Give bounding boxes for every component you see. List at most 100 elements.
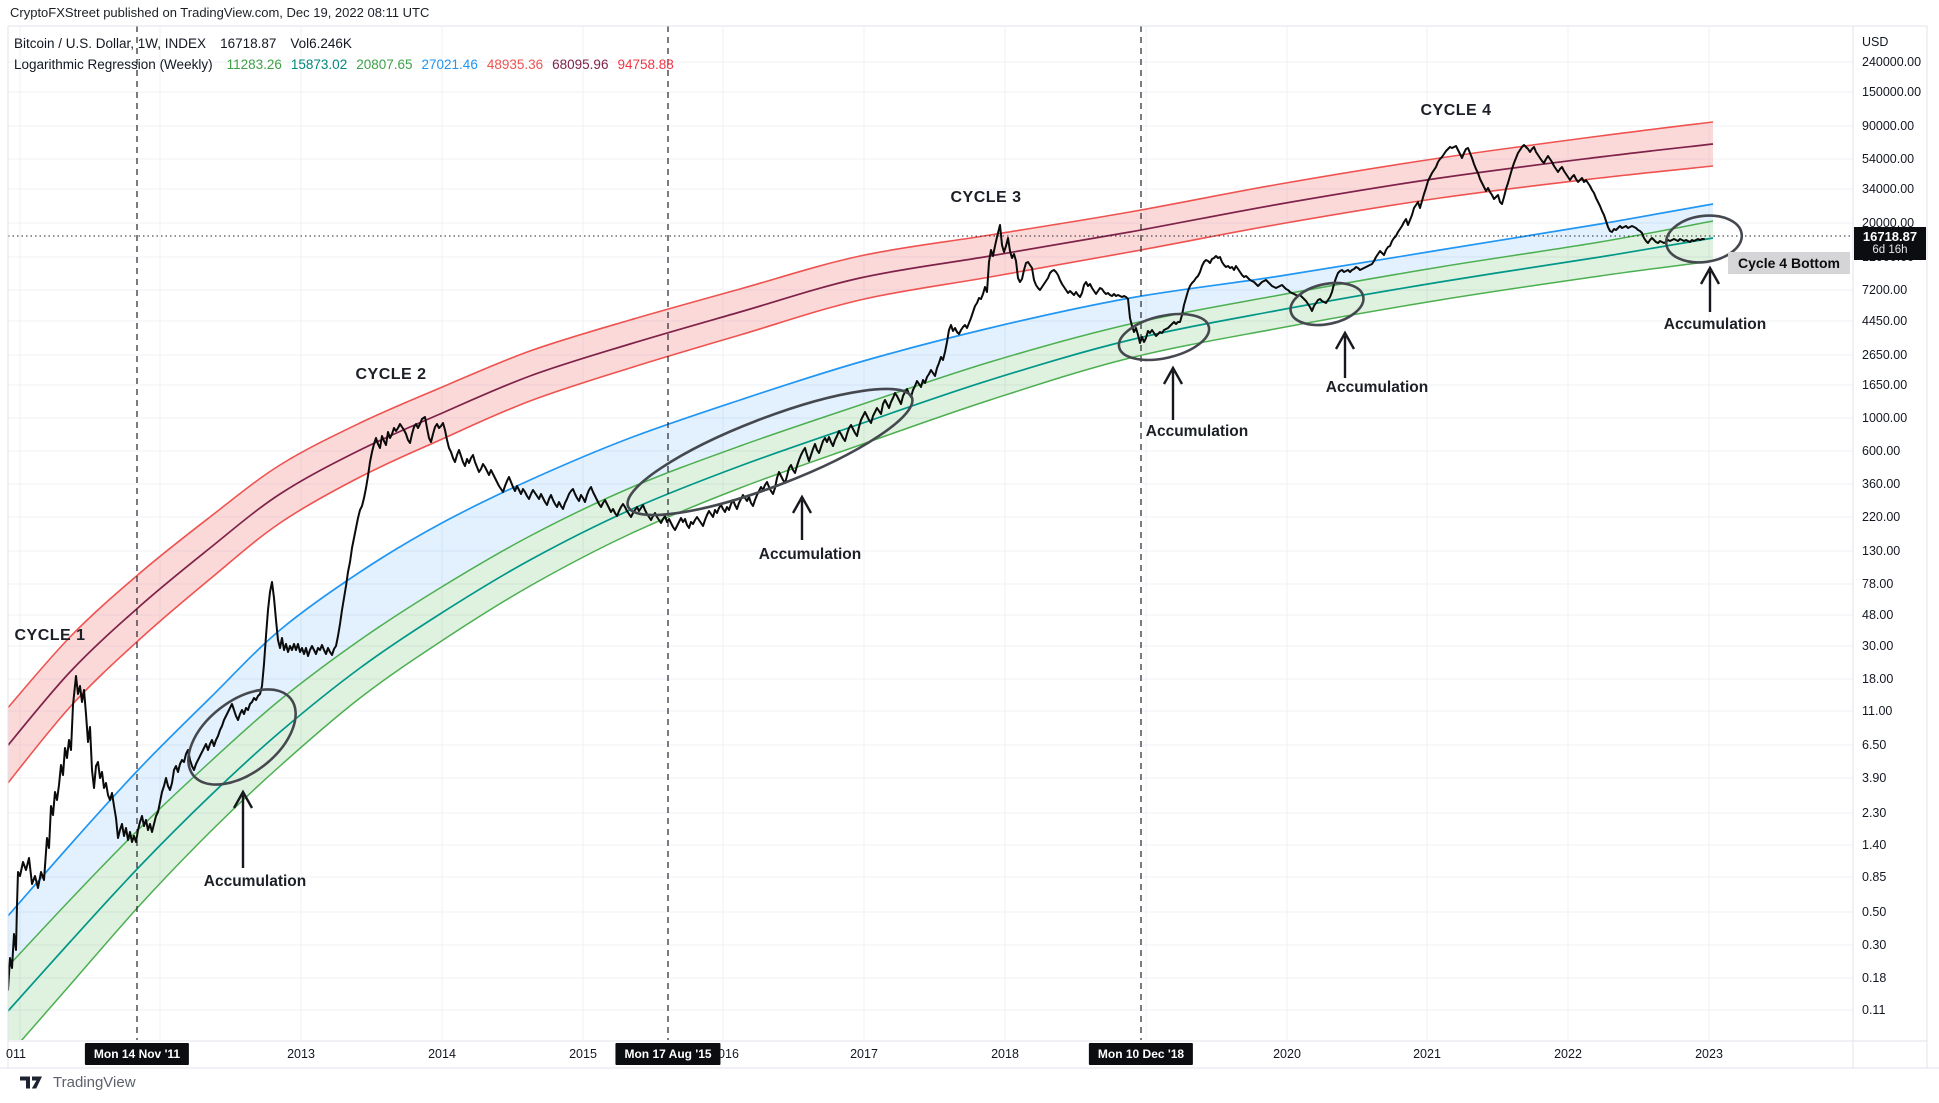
price-tick-label: 18.00 bbox=[1862, 672, 1894, 686]
green-band-top-line bbox=[8, 220, 1714, 968]
cycle-start-date-badge[interactable]: Mon 17 Aug '15 bbox=[615, 1043, 721, 1065]
green-band-fill bbox=[8, 221, 1713, 1040]
price-tick-label: 150000.00 bbox=[1862, 85, 1922, 99]
year-tick-label: 2018 bbox=[991, 1047, 1019, 1061]
price-tick-label: 360.00 bbox=[1862, 477, 1901, 491]
accumulation-label[interactable]: Accumulation bbox=[1325, 379, 1429, 396]
red-band-top-line bbox=[8, 121, 1714, 709]
price-tick-label: 0.11 bbox=[1862, 1003, 1886, 1017]
accumulation-label[interactable]: Accumulation bbox=[1145, 423, 1249, 440]
price-tick-label: 6.50 bbox=[1862, 738, 1887, 752]
price-tick-label: 4450.00 bbox=[1862, 314, 1908, 328]
last-price: 16718.87 bbox=[220, 36, 277, 51]
red-band-mid-line bbox=[8, 143, 1714, 747]
accumulation-arrow-head bbox=[1334, 330, 1356, 350]
price-tick-label: 3.90 bbox=[1862, 771, 1887, 785]
price-tick-label: 2650.00 bbox=[1862, 348, 1908, 362]
price-tick-label: 0.50 bbox=[1862, 905, 1887, 919]
volume-value: Vol6.246K bbox=[290, 36, 352, 51]
price-tick-label: 600.00 bbox=[1862, 444, 1901, 458]
drawing-annotations[interactable] bbox=[171, 211, 1745, 868]
accumulation-ellipse[interactable] bbox=[616, 366, 924, 538]
year-tick-label: 2013 bbox=[287, 1047, 315, 1061]
price-tick-label: 11.00 bbox=[1862, 704, 1893, 718]
plot-area[interactable] bbox=[0, 26, 1853, 1065]
accumulation-ellipse[interactable] bbox=[1287, 277, 1368, 332]
red-band-fill bbox=[8, 122, 1713, 783]
price-tick-label: 30.00 bbox=[1862, 639, 1894, 653]
year-tick-label: 2014 bbox=[428, 1047, 456, 1061]
indicator-value: 15873.02 bbox=[290, 57, 348, 72]
indicator-value: 20807.65 bbox=[356, 57, 413, 72]
green-band-mid-line bbox=[8, 237, 1714, 1013]
price-line-series bbox=[8, 144, 1705, 991]
year-tick-label: 2023 bbox=[1695, 1047, 1723, 1061]
cycle4-bottom-label[interactable]: Cycle 4 Bottom bbox=[1728, 252, 1850, 274]
indicator-value: 11283.26 bbox=[226, 57, 282, 72]
price-tick-label: 78.00 bbox=[1862, 577, 1894, 591]
cycle-label[interactable]: CYCLE 4 bbox=[1420, 102, 1492, 119]
indicator-value: 94758.88 bbox=[617, 57, 674, 72]
accumulation-ellipse[interactable] bbox=[1663, 211, 1745, 267]
cycle-label[interactable]: CYCLE 1 bbox=[14, 627, 86, 644]
year-tick-label: 2020 bbox=[1273, 1047, 1301, 1061]
indicator-title[interactable]: Logarithmic Regression (Weekly) bbox=[14, 57, 213, 72]
accumulation-label[interactable]: Accumulation bbox=[1663, 316, 1767, 333]
price-tick-label: 240000.00 bbox=[1862, 55, 1922, 69]
year-tick-label: 2022 bbox=[1554, 1047, 1582, 1061]
accumulation-arrow-head bbox=[232, 789, 254, 809]
price-tick-label: 34000.00 bbox=[1862, 182, 1915, 196]
blue-band-fill bbox=[8, 204, 1713, 967]
price-tick-label: 220.00 bbox=[1862, 510, 1901, 524]
year-tick-label: 2015 bbox=[569, 1047, 597, 1061]
price-tick-label: 130.00 bbox=[1862, 544, 1901, 558]
year-tick-label: 011 bbox=[6, 1047, 26, 1061]
accumulation-label[interactable]: Accumulation bbox=[758, 546, 862, 563]
published-attribution: CryptoFXStreet published on TradingView.… bbox=[10, 5, 430, 20]
price-tick-label: 48.00 bbox=[1862, 608, 1894, 622]
cycle-start-date-badge[interactable]: Mon 14 Nov '11 bbox=[84, 1043, 190, 1065]
cycle-label[interactable]: CYCLE 3 bbox=[950, 189, 1022, 206]
indicator-value: 48935.36 bbox=[486, 57, 544, 72]
footer-branding[interactable]: TradingView bbox=[20, 1074, 136, 1091]
accumulation-arrow-head bbox=[1162, 365, 1184, 385]
legend[interactable]: Bitcoin / U.S. Dollar, 1W, INDEX 16718.87… bbox=[14, 33, 683, 75]
price-tick-label: 1650.00 bbox=[1862, 378, 1908, 392]
legend-symbol-row[interactable]: Bitcoin / U.S. Dollar, 1W, INDEX 16718.87… bbox=[14, 33, 683, 54]
last-price-badge[interactable]: 16718.87 6d 16h bbox=[1854, 227, 1926, 260]
year-tick-label: 2021 bbox=[1413, 1047, 1441, 1061]
indicator-value: 68095.96 bbox=[552, 57, 609, 72]
price-tick-label: 1.40 bbox=[1862, 838, 1887, 852]
bar-countdown: 6d 16h bbox=[1872, 244, 1908, 256]
accumulation-label[interactable]: Accumulation bbox=[203, 873, 307, 890]
price-tick-label: 7200.00 bbox=[1862, 283, 1908, 297]
tradingview-brand-text: TradingView bbox=[53, 1074, 136, 1091]
year-tick-label: 2017 bbox=[850, 1047, 878, 1061]
price-tick-label: 0.18 bbox=[1862, 971, 1887, 985]
symbol-title[interactable]: Bitcoin / U.S. Dollar, 1W, INDEX bbox=[14, 36, 207, 51]
accumulation-ellipse[interactable] bbox=[171, 670, 313, 803]
cycle-label[interactable]: CYCLE 2 bbox=[355, 366, 427, 383]
price-tick-label: 54000.00 bbox=[1862, 152, 1915, 166]
accumulation-arrow-head bbox=[1699, 265, 1721, 285]
price-tick-label: 0.30 bbox=[1862, 938, 1887, 952]
legend-indicator-row[interactable]: Logarithmic Regression (Weekly) 11283.26 1… bbox=[14, 54, 683, 75]
indicator-value: 27021.46 bbox=[421, 57, 478, 72]
tradingview-logo-icon bbox=[20, 1076, 42, 1088]
cycle-start-date-badge[interactable]: Mon 10 Dec '18 bbox=[1088, 1043, 1194, 1065]
accumulation-arrow-head bbox=[791, 494, 813, 514]
last-price-value: 16718.87 bbox=[1862, 229, 1918, 244]
blue-band-top-line bbox=[8, 203, 1714, 918]
price-tick-label: 90000.00 bbox=[1862, 119, 1915, 133]
gridlines bbox=[8, 26, 1853, 1040]
accumulation-ellipse[interactable] bbox=[1114, 306, 1213, 368]
red-band-bottom-line bbox=[8, 165, 1714, 785]
pane-borders bbox=[0, 25, 1939, 1069]
price-tick-label: 1000.00 bbox=[1862, 411, 1908, 425]
price-tick-label: 20000.00 bbox=[1862, 216, 1915, 230]
indicator-values: 11283.26 15873.02 20807.65 27021.46 48935.36… bbox=[227, 57, 683, 72]
price-axis-currency: USD bbox=[1862, 35, 1889, 49]
price-tick-label: 2.30 bbox=[1862, 806, 1887, 820]
